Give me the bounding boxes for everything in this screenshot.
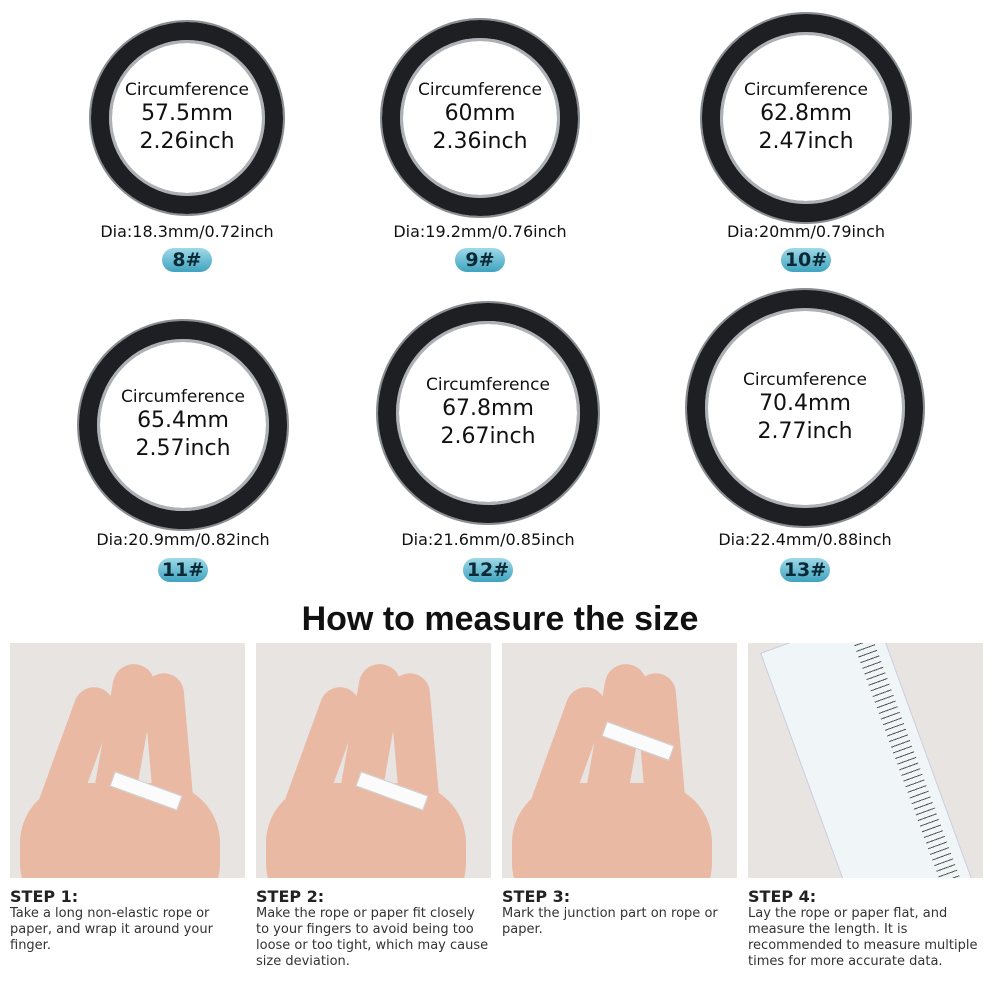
- ring-inner-edge: [396, 321, 580, 505]
- size-badge: 8#: [162, 248, 212, 272]
- circumference-label: Circumference: [426, 375, 550, 395]
- ring-label: Circumference 70.4mm 2.77inch: [687, 290, 923, 526]
- circumference-inch: 2.67inch: [440, 424, 536, 449]
- ring-size-4: Circumference 67.8mm 2.67inch: [378, 303, 598, 523]
- circumference-mm: 70.4mm: [759, 391, 851, 416]
- circumference-inch: 2.47inch: [758, 129, 854, 154]
- step-heading: STEP 3:: [502, 887, 571, 906]
- ring-size-3: Circumference 65.4mm 2.57inch: [79, 321, 287, 529]
- step-heading: STEP 1:: [10, 887, 79, 906]
- ring-label: Circumference 57.5mm 2.26inch: [91, 22, 283, 214]
- circumference-inch: 2.36inch: [432, 129, 528, 154]
- diameter-text: Dia:20mm/0.79inch: [726, 222, 886, 241]
- ring-label: Circumference 65.4mm 2.57inch: [79, 321, 287, 529]
- ring-label: Circumference 67.8mm 2.67inch: [378, 303, 598, 523]
- circumference-label: Circumference: [744, 80, 868, 100]
- circumference-label: Circumference: [418, 80, 542, 100]
- step-1: STEP 1: Take a long non-elastic rope or …: [10, 888, 245, 954]
- step-photo-1: [10, 643, 245, 878]
- ring-size-0: Circumference 57.5mm 2.26inch: [91, 22, 283, 214]
- step-heading: STEP 2:: [256, 887, 325, 906]
- ring-inner-edge: [720, 32, 892, 204]
- circumference-inch: 2.77inch: [757, 419, 853, 444]
- circumference-label: Circumference: [125, 80, 249, 100]
- hand: [266, 783, 466, 878]
- step-photo-3: [502, 643, 737, 878]
- ruler: [760, 643, 978, 878]
- circumference-mm: 67.8mm: [442, 396, 534, 421]
- circumference-mm: 57.5mm: [141, 101, 233, 126]
- ring-inner-edge: [97, 339, 269, 511]
- step-2: STEP 2: Make the rope or paper fit close…: [256, 888, 491, 970]
- step-photo-2: [256, 643, 491, 878]
- ring-inner-edge: [400, 38, 560, 198]
- circumference-mm: 62.8mm: [760, 101, 852, 126]
- ring-inner-edge: [705, 308, 905, 508]
- section-title: How to measure the size: [301, 600, 699, 638]
- step-text: Make the rope or paper fit closely to yo…: [256, 906, 489, 969]
- circumference-mm: 60mm: [444, 101, 516, 126]
- size-badge: 11#: [158, 558, 208, 582]
- size-badge: 9#: [455, 248, 505, 272]
- step-4: STEP 4: Lay the rope or paper flat, and …: [748, 888, 983, 970]
- ring-size-5: Circumference 70.4mm 2.77inch: [687, 290, 923, 526]
- circumference-label: Circumference: [743, 370, 867, 390]
- hand: [512, 783, 712, 878]
- step-text: Take a long non-elastic rope or paper, a…: [10, 906, 213, 953]
- diameter-text: Dia:18.3mm/0.72inch: [100, 222, 274, 241]
- step-text: Mark the junction part on rope or paper.: [502, 906, 718, 937]
- diameter-text: Dia:21.6mm/0.85inch: [401, 530, 575, 549]
- circumference-inch: 2.26inch: [139, 129, 235, 154]
- circumference-inch: 2.57inch: [135, 436, 231, 461]
- size-badge: 13#: [780, 558, 830, 582]
- ring-size-1: Circumference 60mm 2.36inch: [382, 20, 578, 216]
- step-3: STEP 3: Mark the junction part on rope o…: [502, 888, 737, 938]
- step-photo-4: [748, 643, 983, 878]
- size-badge: 12#: [463, 558, 513, 582]
- ring-inner-edge: [109, 40, 265, 196]
- ring-size-2: Circumference 62.8mm 2.47inch: [702, 14, 910, 222]
- circumference-mm: 65.4mm: [137, 408, 229, 433]
- step-heading: STEP 4:: [748, 887, 817, 906]
- step-text: Lay the rope or paper flat, and measure …: [748, 906, 978, 969]
- size-badge: 10#: [781, 248, 831, 272]
- ring-label: Circumference 62.8mm 2.47inch: [702, 14, 910, 222]
- hand: [20, 783, 220, 878]
- diameter-text: Dia:20.9mm/0.82inch: [96, 530, 270, 549]
- circumference-label: Circumference: [121, 387, 245, 407]
- diameter-text: Dia:22.4mm/0.88inch: [718, 530, 892, 549]
- ring-label: Circumference 60mm 2.36inch: [382, 20, 578, 216]
- diameter-text: Dia:19.2mm/0.76inch: [393, 222, 567, 241]
